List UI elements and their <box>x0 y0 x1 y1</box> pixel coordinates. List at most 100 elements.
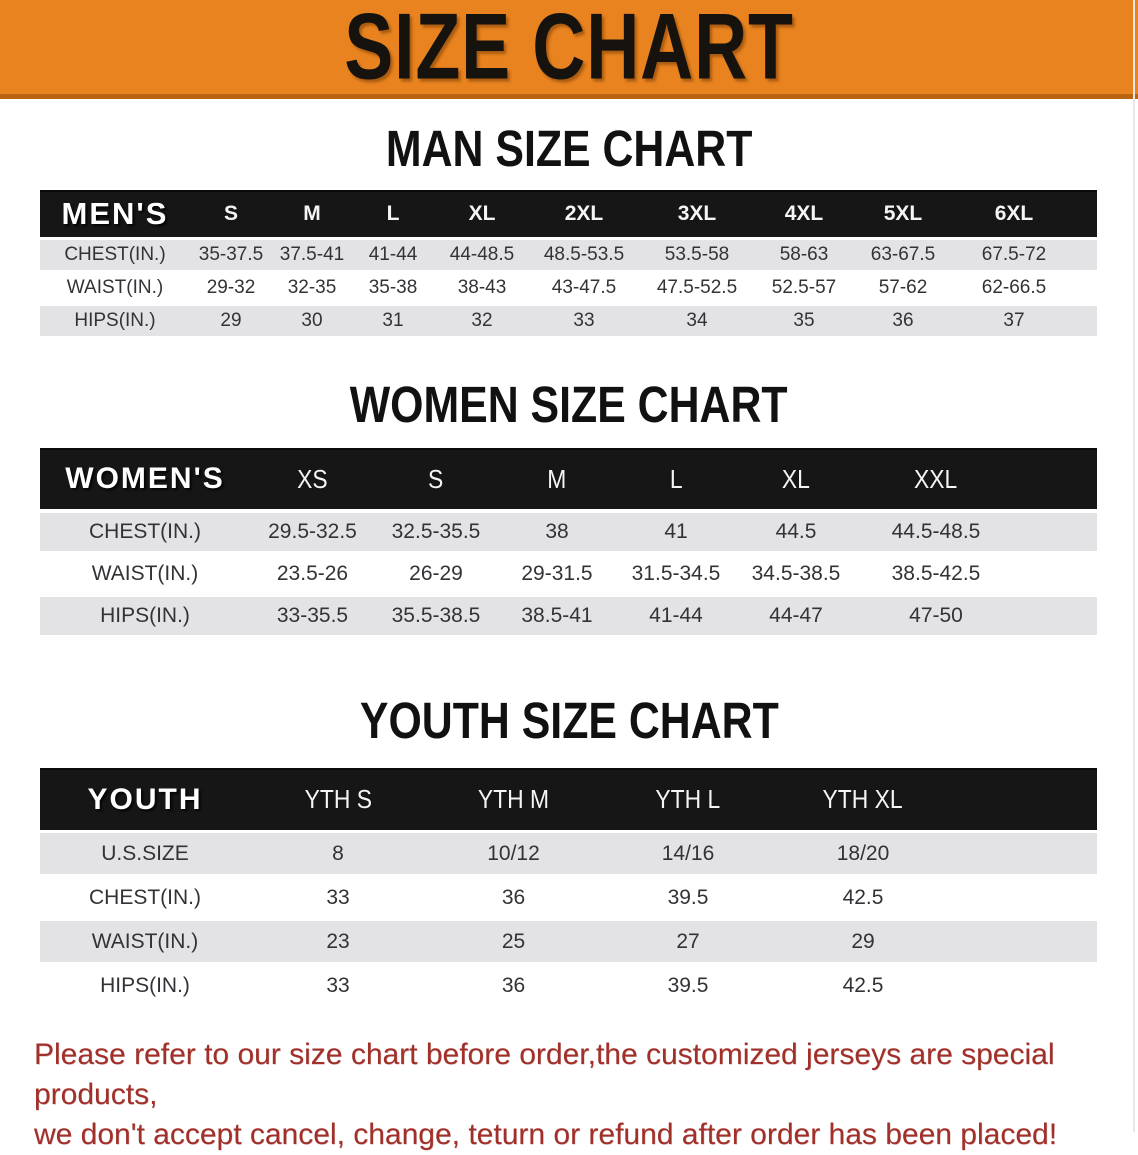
men-size-header-2xl: 2XL <box>530 190 638 240</box>
cell: 35 <box>756 302 852 339</box>
youth-size-header-xl: YTH XL <box>775 767 951 833</box>
cell: 62-66.5 <box>954 269 1074 306</box>
cell: 52.5-57 <box>756 269 852 306</box>
women-table-corner: WOMEN'S <box>40 447 250 512</box>
women-size-table: WOMEN'S XS S M L XL XXL CHEST(IN.) 29.5-… <box>40 447 1097 639</box>
row-label: WAIST(IN.) <box>40 269 190 306</box>
cell: 23 <box>250 918 426 965</box>
cell: 29.5-32.5 <box>250 508 375 555</box>
men-size-header-6xl: 6XL <box>954 190 1074 240</box>
cell: 29 <box>190 302 272 339</box>
cell: 38.5-41 <box>497 592 617 639</box>
cell: 44-48.5 <box>434 236 530 273</box>
spacer-cell <box>1015 550 1097 597</box>
cell: 29-32 <box>190 269 272 306</box>
cell: 39.5 <box>601 874 775 921</box>
men-size-header-l: L <box>352 190 434 240</box>
cell: 31 <box>352 302 434 339</box>
cell: 36 <box>426 874 601 921</box>
row-label: U.S.SIZE <box>40 830 250 877</box>
cell: 38 <box>497 508 617 555</box>
spacer-cell <box>1015 592 1097 639</box>
cell: 53.5-58 <box>638 236 756 273</box>
women-hips-row: HIPS(IN.) 33-35.5 35.5-38.5 38.5-41 41-4… <box>40 592 1097 639</box>
cell: 35-38 <box>352 269 434 306</box>
youth-section-title-text: YOUTH SIZE CHART <box>359 691 779 749</box>
men-size-header-s: S <box>190 190 272 240</box>
cell: 47.5-52.5 <box>638 269 756 306</box>
men-table-corner: MEN'S <box>40 190 190 240</box>
cell: 38-43 <box>434 269 530 306</box>
cell: 39.5 <box>601 962 775 1009</box>
cell: 43-47.5 <box>530 269 638 306</box>
spacer-cell <box>1015 447 1097 512</box>
image-edge-artifact <box>1133 0 1135 1132</box>
cell: 34 <box>638 302 756 339</box>
row-label: CHEST(IN.) <box>40 874 250 921</box>
men-chest-row: CHEST(IN.) 35-37.5 37.5-41 41-44 44-48.5… <box>40 236 1097 273</box>
cell: 35-37.5 <box>190 236 272 273</box>
men-size-header-4xl: 4XL <box>756 190 852 240</box>
cell: 47-50 <box>857 592 1015 639</box>
men-waist-row: WAIST(IN.) 29-32 32-35 35-38 38-43 43-47… <box>40 269 1097 306</box>
cell: 33 <box>530 302 638 339</box>
cell: 41 <box>617 508 735 555</box>
spacer-cell <box>1074 269 1097 306</box>
cell: 14/16 <box>601 830 775 877</box>
cell: 34.5-38.5 <box>735 550 857 597</box>
cell: 42.5 <box>775 874 951 921</box>
cell: 27 <box>601 918 775 965</box>
men-size-header-m: M <box>272 190 352 240</box>
cell: 48.5-53.5 <box>530 236 638 273</box>
cell: 31.5-34.5 <box>617 550 735 597</box>
men-header-row: MEN'S S M L XL 2XL 3XL 4XL 5XL 6XL <box>40 190 1097 240</box>
cell: 36 <box>426 962 601 1009</box>
men-size-header-3xl: 3XL <box>638 190 756 240</box>
youth-hips-row: HIPS(IN.) 33 36 39.5 42.5 <box>40 962 1097 1009</box>
women-size-header-xxl: XXL <box>857 447 1015 512</box>
cell: 25 <box>426 918 601 965</box>
disclaimer: Please refer to our size chart before or… <box>0 1035 1138 1155</box>
cell: 32 <box>434 302 530 339</box>
cell: 33-35.5 <box>250 592 375 639</box>
youth-ussize-row: U.S.SIZE 8 10/12 14/16 18/20 <box>40 830 1097 877</box>
cell: 32-35 <box>272 269 352 306</box>
row-label: HIPS(IN.) <box>40 592 250 639</box>
women-section-title-text: WOMEN SIZE CHART <box>350 375 788 433</box>
men-size-table: MEN'S S M L XL 2XL 3XL 4XL 5XL 6XL CHEST… <box>40 190 1097 339</box>
women-section-title: WOMEN SIZE CHART <box>0 379 1138 430</box>
cell: 58-63 <box>756 236 852 273</box>
cell: 29 <box>775 918 951 965</box>
cell: 8 <box>250 830 426 877</box>
disclaimer-line1: Please refer to our size chart before or… <box>34 1038 1055 1111</box>
cell: 35.5-38.5 <box>375 592 497 639</box>
spacer-cell <box>1074 190 1097 240</box>
women-size-header-s: S <box>375 447 497 512</box>
cell: 30 <box>272 302 352 339</box>
spacer-cell <box>951 767 1097 833</box>
men-size-header-5xl: 5XL <box>852 190 954 240</box>
men-size-header-xl: XL <box>434 190 530 240</box>
spacer-cell <box>1015 508 1097 555</box>
banner: SIZE CHART <box>0 0 1138 99</box>
row-label: WAIST(IN.) <box>40 550 250 597</box>
spacer-cell <box>951 918 1097 965</box>
cell: 38.5-42.5 <box>857 550 1015 597</box>
cell: 37 <box>954 302 1074 339</box>
youth-size-table: YOUTH YTH S YTH M YTH L YTH XL U.S.SIZE … <box>40 767 1097 1009</box>
cell: 18/20 <box>775 830 951 877</box>
men-section-title-text: MAN SIZE CHART <box>385 120 753 177</box>
youth-chest-row: CHEST(IN.) 33 36 39.5 42.5 <box>40 874 1097 921</box>
youth-size-header-m: YTH M <box>426 767 601 833</box>
cell: 42.5 <box>775 962 951 1009</box>
spacer-cell <box>1074 236 1097 273</box>
youth-size-header-l: YTH L <box>601 767 775 833</box>
cell: 32.5-35.5 <box>375 508 497 555</box>
cell: 41-44 <box>617 592 735 639</box>
youth-size-header-s: YTH S <box>250 767 426 833</box>
cell: 63-67.5 <box>852 236 954 273</box>
cell: 44.5 <box>735 508 857 555</box>
row-label: HIPS(IN.) <box>40 962 250 1009</box>
women-size-header-xl: XL <box>735 447 857 512</box>
row-label: CHEST(IN.) <box>40 508 250 555</box>
